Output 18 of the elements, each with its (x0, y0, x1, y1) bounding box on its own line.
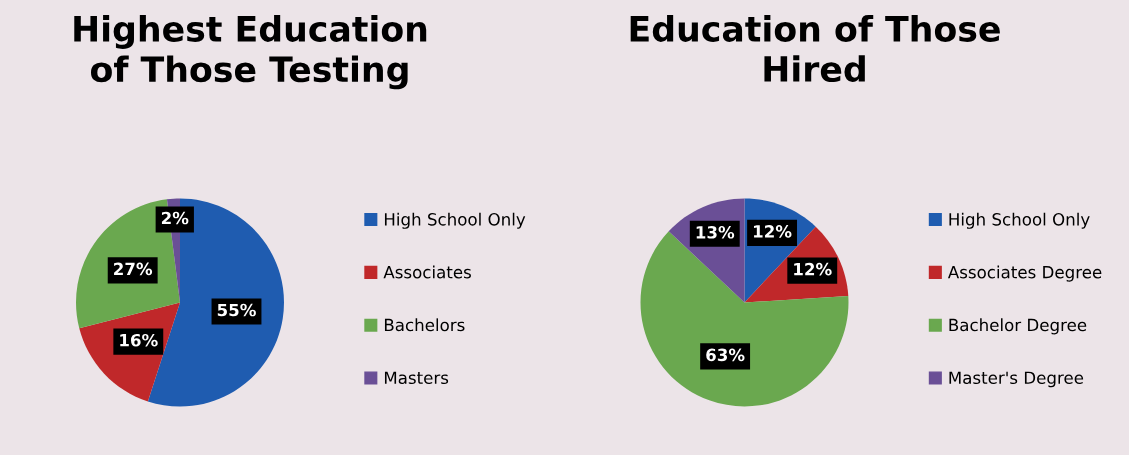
legend-label: Associates Degree (947, 265, 1102, 282)
legend-label: High School Only (384, 212, 526, 229)
legend-label: Bachelor Degree (949, 318, 1087, 335)
data-label: 16% (120, 333, 158, 347)
legend-label: Master's Degree (949, 371, 1084, 388)
data-label: 55% (217, 303, 256, 317)
chart-title: Education of Those Hired (630, 15, 1000, 83)
legend-label: Masters (384, 371, 449, 385)
legend-label: Associates (383, 265, 471, 279)
data-label: 13% (696, 226, 735, 239)
data-label: 27% (114, 262, 153, 276)
data-label: 12% (794, 262, 832, 276)
chart-title: Highest Education of Those Testing (74, 15, 427, 90)
data-label: 12% (754, 225, 792, 238)
data-label: 2% (161, 211, 189, 225)
legend-label: Bachelors (384, 318, 465, 332)
data-label: 63% (706, 348, 745, 362)
legend-label: High School Only (949, 212, 1090, 229)
